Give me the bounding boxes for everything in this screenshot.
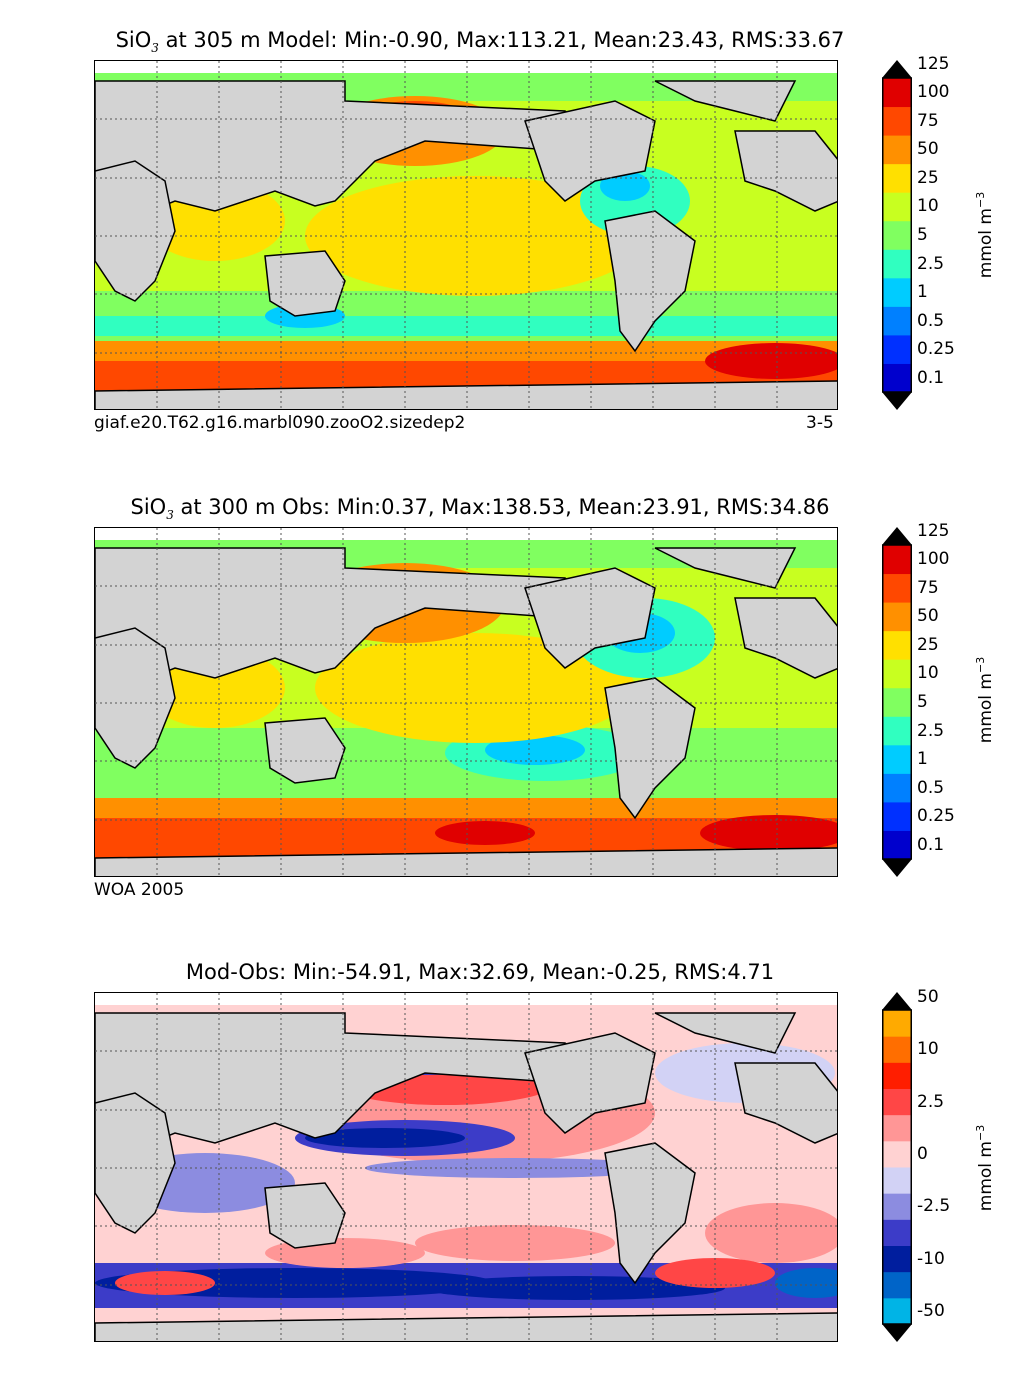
colorbar-swatch bbox=[882, 1088, 912, 1116]
colorbar-swatch bbox=[882, 687, 912, 717]
colorbar-tick-label: 10 bbox=[917, 663, 939, 684]
colorbar-tick-label: 10 bbox=[917, 1039, 939, 1060]
colorbar-swatch bbox=[882, 1297, 912, 1325]
colorbar-swatches bbox=[882, 527, 912, 877]
panel-1-title: SiO3 at 305 m Model: Min:-0.90, Max:113.… bbox=[115, 28, 845, 56]
colorbar-extend-max bbox=[882, 992, 912, 1010]
panel-2-footer-left: WOA 2005 bbox=[94, 880, 185, 900]
colorbar-swatch bbox=[882, 773, 912, 803]
colorbar-tick-label: 25 bbox=[917, 167, 939, 188]
colorbar-frame bbox=[882, 544, 912, 860]
obs-map bbox=[94, 527, 838, 877]
colorbar-tick-label: 125 bbox=[917, 53, 950, 74]
panel-1-colorbar-unit: mmol m−3 bbox=[974, 191, 996, 279]
colorbar-tick-label: 75 bbox=[917, 110, 939, 131]
colorbar-tick-label: 0.5 bbox=[917, 310, 945, 331]
colorbar-tick-label: 0.5 bbox=[917, 777, 945, 798]
panel-2-title: SiO3 at 300 m Obs: Min:0.37, Max:138.53,… bbox=[130, 495, 830, 523]
colorbar-tick-label: 2.5 bbox=[917, 253, 945, 274]
colorbar-swatch bbox=[882, 1140, 912, 1168]
colorbar-tick-label: 0.25 bbox=[917, 806, 955, 827]
panel-1-footer-right: 3-5 bbox=[806, 413, 834, 433]
panel-2-colorbar-unit: mmol m−3 bbox=[974, 656, 996, 744]
model-map-plot bbox=[95, 61, 837, 409]
colorbar-tick-label: 1 bbox=[917, 749, 928, 770]
colorbar-swatch bbox=[882, 1062, 912, 1089]
colorbar-swatch bbox=[882, 545, 912, 575]
colorbar-swatch bbox=[882, 659, 912, 689]
colorbar-tick-label: 2.5 bbox=[917, 1091, 945, 1112]
colorbar-tick-label: 10 bbox=[917, 196, 939, 217]
colorbar-swatch bbox=[882, 277, 912, 307]
colorbar-swatch bbox=[882, 363, 912, 393]
colorbar-tick-label: -50 bbox=[917, 1300, 945, 1321]
colorbar-tick-label: -10 bbox=[917, 1248, 945, 1269]
difference-map-plot bbox=[95, 993, 837, 1341]
colorbar-tick-label: -2.5 bbox=[917, 1196, 951, 1217]
colorbar-swatches bbox=[882, 60, 912, 410]
colorbar-tick-label: 1 bbox=[917, 282, 928, 303]
colorbar-swatch bbox=[882, 1167, 912, 1194]
colorbar-swatch bbox=[882, 716, 912, 746]
colorbar-tick-label: 25 bbox=[917, 634, 939, 655]
colorbar-swatch bbox=[882, 192, 912, 222]
colorbar-swatch bbox=[882, 306, 912, 336]
colorbar-swatch bbox=[882, 1114, 912, 1142]
panel-1-footer-left: giaf.e20.T62.g16.marbl090.zooO2.sizedep2 bbox=[94, 413, 466, 433]
colorbar-frame bbox=[882, 77, 912, 393]
colorbar-swatch bbox=[882, 249, 912, 279]
panel-1-colorbar bbox=[882, 60, 912, 410]
colorbar-extend-min bbox=[882, 392, 912, 410]
colorbar-swatches bbox=[882, 992, 912, 1342]
colorbar-tick-label: 0 bbox=[917, 1143, 928, 1164]
colorbar-tick-label: 2.5 bbox=[917, 720, 945, 741]
colorbar-tick-label: 100 bbox=[917, 82, 950, 103]
colorbar-extend-min bbox=[882, 1324, 912, 1342]
colorbar-swatch bbox=[882, 830, 912, 860]
colorbar-swatch bbox=[882, 744, 912, 774]
colorbar-swatch bbox=[882, 220, 912, 250]
colorbar-swatch bbox=[882, 1010, 912, 1037]
colorbar-swatch bbox=[882, 801, 912, 831]
colorbar-tick-label: 100 bbox=[917, 549, 950, 570]
colorbar-swatch bbox=[882, 78, 912, 108]
obs-map-plot bbox=[95, 528, 837, 876]
colorbar-swatch bbox=[882, 1036, 912, 1063]
colorbar-swatch bbox=[882, 135, 912, 165]
colorbar-tick-label: 0.1 bbox=[917, 834, 945, 855]
difference-map bbox=[94, 992, 838, 1342]
colorbar-tick-label: 0.25 bbox=[917, 339, 955, 360]
colorbar-swatch bbox=[882, 334, 912, 364]
colorbar-extend-max bbox=[882, 527, 912, 545]
colorbar-tick-label: 50 bbox=[917, 986, 939, 1007]
colorbar-frame bbox=[882, 1009, 912, 1325]
colorbar-extend-min bbox=[882, 859, 912, 877]
panel-2-colorbar bbox=[882, 527, 912, 877]
panel-3-colorbar-unit: mmol m−3 bbox=[974, 1124, 996, 1212]
colorbar-swatch bbox=[882, 1245, 912, 1273]
colorbar-extend-max bbox=[882, 60, 912, 78]
colorbar-swatch bbox=[882, 1193, 912, 1220]
colorbar-tick-label: 50 bbox=[917, 139, 939, 160]
colorbar-swatch bbox=[882, 573, 912, 603]
colorbar-swatch bbox=[882, 630, 912, 660]
colorbar-tick-label: 125 bbox=[917, 520, 950, 541]
panel-3-colorbar bbox=[882, 992, 912, 1342]
colorbar-swatch bbox=[882, 602, 912, 632]
panel-3-title: Mod-Obs: Min:-54.91, Max:32.69, Mean:-0.… bbox=[185, 960, 775, 984]
colorbar-tick-label: 50 bbox=[917, 606, 939, 627]
colorbar-tick-label: 5 bbox=[917, 692, 928, 712]
colorbar-tick-label: 0.1 bbox=[917, 367, 945, 388]
colorbar-swatch bbox=[882, 1271, 912, 1299]
model-map bbox=[94, 60, 838, 410]
colorbar-swatch bbox=[882, 106, 912, 136]
colorbar-tick-label: 75 bbox=[917, 577, 939, 598]
colorbar-tick-label: 5 bbox=[917, 225, 928, 245]
colorbar-swatch bbox=[882, 1219, 912, 1246]
colorbar-swatch bbox=[882, 163, 912, 193]
